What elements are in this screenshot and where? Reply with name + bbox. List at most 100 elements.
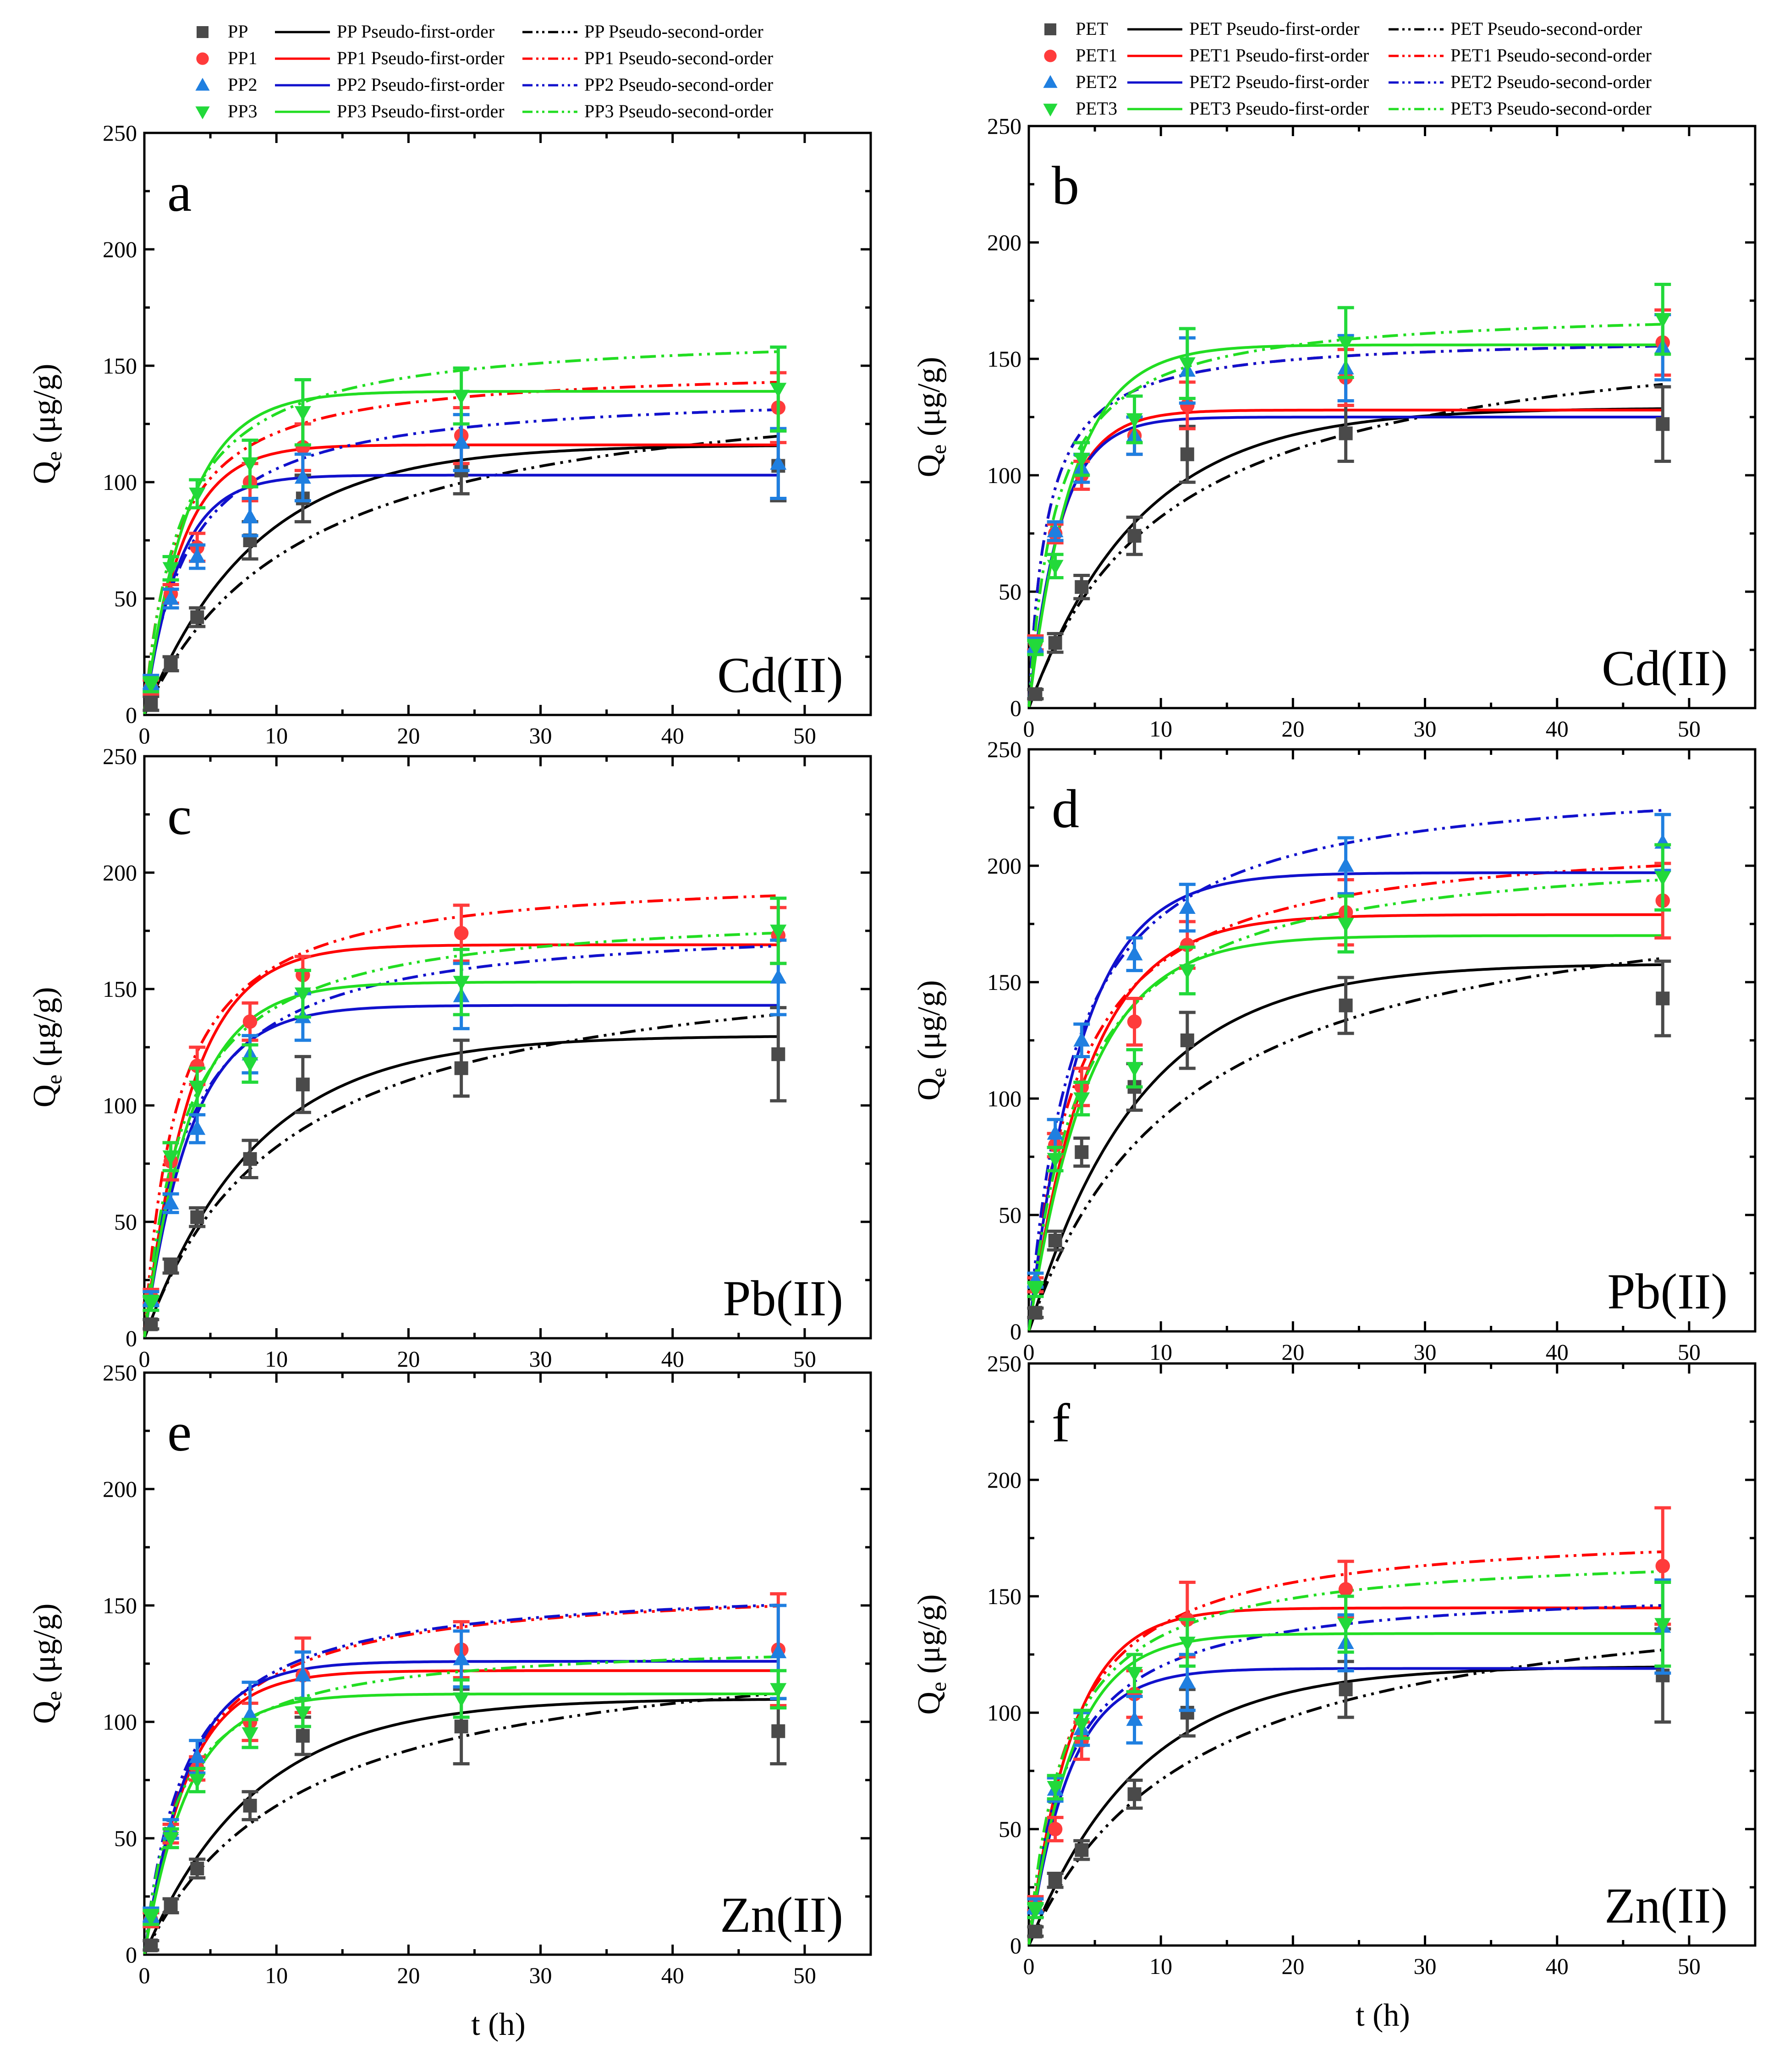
legend-first-order-label: PP2 Pseudo-first-order bbox=[337, 74, 505, 95]
y-axis-title-sub: e bbox=[927, 1068, 951, 1077]
x-tick-label: 40 bbox=[1546, 1339, 1569, 1365]
data-point-pp3 bbox=[770, 383, 787, 398]
y-tick-label: 0 bbox=[1010, 1933, 1021, 1958]
metal-label: Cd(II) bbox=[1602, 640, 1728, 696]
y-tick-label: 100 bbox=[987, 1086, 1021, 1111]
metal-label: Cd(II) bbox=[717, 647, 843, 703]
pseudo-second-order-fit-pet3 bbox=[1027, 1570, 1663, 1945]
data-point-pet bbox=[1656, 991, 1670, 1006]
data-point-pp2 bbox=[162, 1194, 179, 1209]
y-tick-label: 50 bbox=[114, 1209, 137, 1235]
y-tick-label: 100 bbox=[103, 469, 137, 495]
y-axis-title: Qe (μg/g) bbox=[911, 980, 951, 1101]
y-tick-label: 50 bbox=[114, 1825, 137, 1851]
x-tick-label: 0 bbox=[139, 723, 150, 748]
data-point-pp2 bbox=[162, 590, 179, 605]
data-point-pet3 bbox=[1027, 1283, 1044, 1298]
legend-layer: PP PP Pseudo-first-order PP Pseudo-second-… bbox=[195, 18, 1652, 121]
data-point-pet3 bbox=[1126, 413, 1143, 428]
legend-second-order-label: PP1 Pseudo-second-order bbox=[584, 48, 773, 68]
legend-first-order-label: PP1 Pseudo-first-order bbox=[337, 48, 505, 68]
y-tick-label: 150 bbox=[987, 969, 1021, 995]
x-tick-label: 40 bbox=[661, 1346, 684, 1372]
y-tick-label: 100 bbox=[987, 462, 1021, 488]
y-axis-title-unit: (μg/g) bbox=[27, 1604, 62, 1691]
data-point-pet3 bbox=[1337, 336, 1354, 352]
x-tick-label: 20 bbox=[397, 1346, 420, 1372]
y-tick-label: 0 bbox=[1010, 1319, 1021, 1344]
y-tick-label: 150 bbox=[103, 353, 137, 379]
y-tick-label: 50 bbox=[999, 579, 1021, 605]
legend-marker bbox=[195, 106, 210, 120]
data-point-pp3 bbox=[162, 562, 179, 577]
data-point-pet bbox=[1028, 1306, 1043, 1320]
data-point-pp bbox=[454, 1061, 468, 1075]
data-point-pet3 bbox=[1179, 357, 1196, 372]
legend-first-order-label: PET3 Pseudo-first-order bbox=[1189, 98, 1369, 119]
x-tick-label: 30 bbox=[1414, 1953, 1437, 1979]
pseudo-second-order-fit-pp1 bbox=[143, 381, 779, 714]
data-point-pp3 bbox=[770, 1683, 787, 1698]
data-point-pet bbox=[1339, 998, 1353, 1012]
legend-first-order-label: PET2 Pseudo-first-order bbox=[1189, 71, 1369, 92]
legend-marker-label: PET3 bbox=[1076, 98, 1117, 119]
data-point-pet2 bbox=[1073, 1032, 1090, 1047]
y-axis-title: Qe (μg/g) bbox=[911, 357, 951, 478]
legend-marker-label: PP1 bbox=[228, 48, 258, 68]
data-point-pp bbox=[454, 1720, 468, 1734]
legend-left: PP PP Pseudo-first-order PP Pseudo-second-… bbox=[195, 21, 773, 121]
data-point-pp2 bbox=[189, 1748, 206, 1763]
x-tick-label: 40 bbox=[661, 1962, 684, 1988]
pseudo-second-order-fit-pp1 bbox=[143, 1605, 779, 1954]
y-axis-title-sub: e bbox=[42, 451, 66, 461]
data-point-pp2 bbox=[189, 1120, 206, 1135]
y-tick-label: 200 bbox=[987, 230, 1021, 255]
data-point-pp3 bbox=[294, 1706, 311, 1721]
y-tick-label: 50 bbox=[999, 1202, 1021, 1228]
data-point-pp2 bbox=[770, 455, 787, 470]
data-point-pp bbox=[771, 1047, 785, 1061]
y-tick-label: 200 bbox=[103, 860, 137, 885]
data-point-pp3 bbox=[189, 487, 206, 503]
y-tick-label: 200 bbox=[103, 1476, 137, 1502]
y-tick-label: 200 bbox=[987, 853, 1021, 879]
y-tick-label: 100 bbox=[103, 1709, 137, 1735]
data-point-pp bbox=[190, 610, 204, 624]
x-tick-label: 30 bbox=[529, 1346, 552, 1372]
data-point-pet3 bbox=[1073, 1092, 1090, 1107]
data-point-pet2 bbox=[1337, 857, 1354, 872]
data-point-pet bbox=[1028, 1924, 1043, 1939]
panel-b: 0 10 20 30 40 50 0 50 100 150 200 250 Qe (μg/g) b Cd(I… bbox=[911, 113, 1757, 742]
data-point-pp bbox=[190, 1210, 204, 1224]
legend-first-order-label: PP Pseudo-first-order bbox=[337, 21, 494, 42]
legend-second-order-label: PP2 Pseudo-second-order bbox=[584, 74, 773, 95]
panel-d: 0 10 20 30 40 50 0 50 100 150 200 250 Qe (μg/g) d Pb(I… bbox=[911, 736, 1757, 1365]
x-tick-label: 30 bbox=[529, 723, 552, 748]
data-point-pet1 bbox=[1655, 1559, 1670, 1573]
y-axis-title-main: Q bbox=[911, 454, 947, 478]
x-tick-label: 0 bbox=[1023, 716, 1035, 742]
pseudo-second-order-fit-pet1 bbox=[1027, 1550, 1663, 1945]
y-tick-label: 50 bbox=[999, 1816, 1021, 1842]
legend-marker bbox=[196, 52, 209, 65]
legend-marker-label: PET1 bbox=[1076, 45, 1117, 66]
legend-second-order-label: PP Pseudo-second-order bbox=[584, 21, 763, 42]
y-axis-title: Qe (μg/g) bbox=[27, 364, 66, 484]
panel-letter: b bbox=[1052, 155, 1079, 216]
data-point-pet bbox=[1180, 1033, 1194, 1047]
y-tick-label: 250 bbox=[987, 113, 1021, 139]
data-point-pp3 bbox=[162, 1150, 179, 1165]
x-tick-label: 40 bbox=[1546, 716, 1569, 742]
legend-marker-label: PET bbox=[1076, 18, 1108, 39]
data-point-pet1 bbox=[1048, 1822, 1063, 1836]
pseudo-second-order-fit-pp bbox=[143, 1692, 779, 1955]
y-axis-title-unit: (μg/g) bbox=[911, 357, 947, 445]
x-tick-label: 30 bbox=[529, 1962, 552, 1988]
y-axis-title-main: Q bbox=[27, 1084, 62, 1108]
x-tick-label: 10 bbox=[1149, 1339, 1172, 1365]
data-point-pet2 bbox=[1126, 1711, 1143, 1726]
y-axis-title: Qe (μg/g) bbox=[911, 1594, 951, 1715]
panel-letter: f bbox=[1052, 1392, 1070, 1453]
panel-c: 0 10 20 30 40 50 0 50 100 150 200 250 Qe (μg/g) c Pb(I… bbox=[27, 743, 872, 1372]
